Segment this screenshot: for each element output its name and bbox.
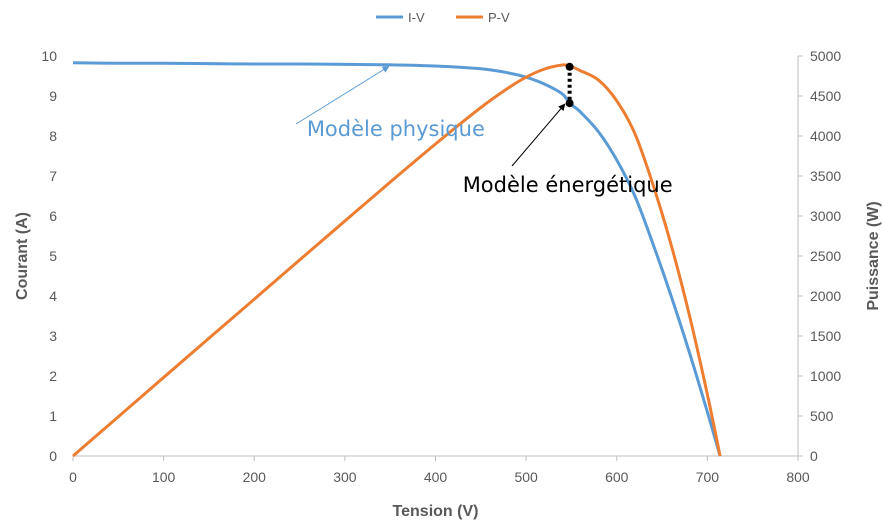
annotation-energy-model: Modèle énergétique: [463, 173, 673, 197]
annotation-physical-model: Modèle physique: [307, 117, 485, 141]
marker-point: [565, 62, 574, 71]
y-right-tick-label: 4000: [810, 128, 841, 144]
y-right-tick-label: 2500: [810, 248, 841, 264]
y-left-tick-label: 2: [49, 368, 57, 384]
y-right-tick-label: 1000: [810, 368, 841, 384]
y-left-tick-label: 10: [41, 48, 57, 64]
x-tick-label: 100: [152, 469, 176, 485]
x-tick-label: 300: [333, 469, 357, 485]
y-left-tick-label: 0: [49, 448, 57, 464]
y-right-tick-label: 5000: [810, 48, 841, 64]
y-left-tick-label: 8: [49, 128, 57, 144]
y-right-axis-title: Puissance (W): [865, 201, 882, 310]
x-tick-label: 600: [605, 469, 629, 485]
x-tick-label: 0: [69, 469, 77, 485]
y-right-tick-label: 3000: [810, 208, 841, 224]
series-line-i-v: [72, 61, 722, 457]
y-right-tick-label: 0: [810, 448, 818, 464]
y-left-tick-label: 6: [49, 208, 57, 224]
legend-label: P-V: [488, 10, 510, 25]
y-right-tick-label: 3500: [810, 168, 841, 184]
x-tick-label: 800: [786, 469, 810, 485]
y-right-tick-label: 4500: [810, 88, 841, 104]
x-tick-label: 500: [514, 469, 538, 485]
y-right-tick-label: 1500: [810, 328, 841, 344]
legend: I-V P-V: [376, 10, 510, 25]
axes: 0 100 200 300 400 500 600 700 800012345678910050…: [14, 48, 882, 520]
y-left-tick-label: 5: [49, 248, 57, 264]
y-left-tick-label: 4: [49, 288, 57, 304]
x-tick-label: 200: [243, 469, 267, 485]
y-left-tick-label: 7: [49, 168, 57, 184]
annotations: Modèle physique Modèle énergétique: [295, 62, 673, 197]
x-tick-label: 400: [424, 469, 448, 485]
y-left-axis-title: Courant (A): [14, 212, 31, 300]
y-left-tick-label: 9: [49, 88, 57, 104]
y-left-tick-label: 3: [49, 328, 57, 344]
y-right-tick-label: 500: [810, 408, 834, 424]
x-tick-label: 700: [696, 469, 720, 485]
y-left-tick-label: 1: [49, 408, 57, 424]
y-right-tick-label: 2000: [810, 288, 841, 304]
legend-label: I-V: [408, 10, 425, 25]
x-axis-title: Tension (V): [393, 503, 479, 520]
series-lines: [72, 61, 722, 458]
arrow-energy-model: [511, 103, 566, 167]
series-line-p-v: [72, 63, 722, 458]
arrow-physical-model: [295, 65, 390, 125]
marker-point: [565, 99, 574, 108]
